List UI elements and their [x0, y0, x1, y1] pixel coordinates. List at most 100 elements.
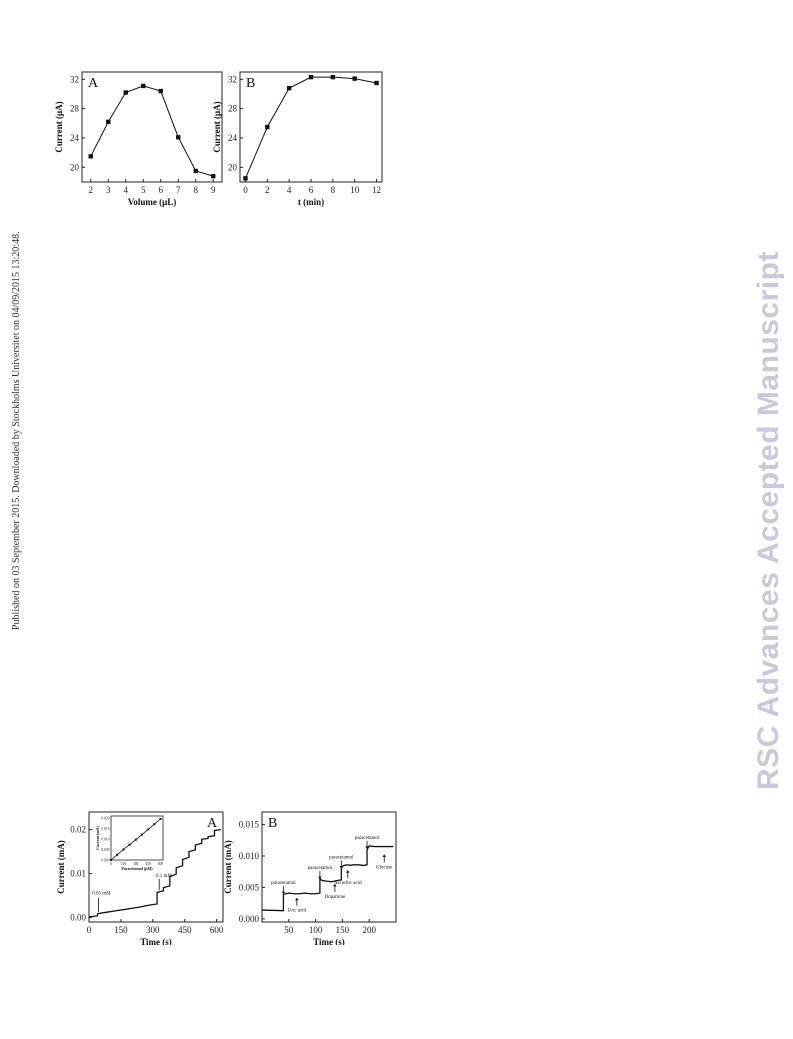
inset-data-point	[128, 843, 131, 846]
x-axis-label: Volume (μL)	[128, 197, 177, 207]
annotation-label: Dopamine	[324, 895, 346, 900]
x-tick-label: 4	[124, 185, 129, 195]
y-tick-label: 20	[228, 162, 238, 172]
x-tick-label: 0	[243, 185, 248, 195]
inset-data-point	[153, 823, 156, 826]
x-tick-label: 0	[87, 925, 92, 935]
annotation-arrowhead	[318, 876, 322, 880]
annotation-label: Ascorbic acid	[334, 881, 362, 886]
figure-paracetamol-amperometry: 0 150 300 450 600 0.00 0.01 0.02 Time (s) Current…	[56, 811, 224, 945]
annotation-label: paracetamol	[271, 881, 296, 886]
series-line	[261, 845, 394, 912]
inset-data-point	[147, 828, 150, 831]
inset-y-tick-label: 0.000	[101, 858, 109, 862]
x-tick-label: 9	[211, 185, 216, 195]
inset-data-point	[159, 817, 162, 820]
inset-data-point	[122, 848, 125, 851]
y-tick-label: 32	[70, 74, 79, 84]
x-tick-label: 7	[176, 185, 181, 195]
annotation-arrowhead	[339, 865, 344, 869]
inset-data-point	[110, 859, 112, 861]
panel-letter: B	[246, 76, 255, 91]
annotation-arrowhead	[365, 846, 369, 849]
x-tick-label: 300	[146, 925, 160, 935]
y-tick-label: 0.02	[70, 825, 86, 835]
x-axis-label: t (min)	[298, 197, 324, 207]
inset-data-point	[134, 838, 137, 841]
x-tick-label: 150	[336, 925, 350, 935]
publication-side-note-text: Published on 03 September 2015. Download…	[11, 231, 22, 630]
x-tick-label: 8	[331, 185, 336, 195]
publication-side-note: Published on 03 September 2015. Download…	[11, 200, 25, 630]
data-point	[106, 119, 111, 125]
inset-x-tick-label: 300	[133, 862, 139, 866]
series-line	[90, 85, 214, 177]
x-tick-label: 200	[362, 925, 376, 935]
y-axis-label: Current (μA)	[212, 101, 222, 152]
data-point	[330, 74, 336, 80]
x-tick-label: 5	[141, 185, 146, 195]
x-axis-label: Time (s)	[313, 937, 345, 945]
x-tick-label: 10	[350, 185, 360, 195]
annotation-label: 0.05 mM	[92, 892, 111, 897]
y-tick-label: 32	[228, 74, 237, 84]
series-line	[88, 828, 221, 918]
x-axis-label: Time (s)	[140, 937, 172, 945]
inset-y-tick-label: 0.020	[101, 816, 109, 820]
inset-x-axis-label: Paracetamol (μM)	[121, 866, 153, 871]
y-tick-label: 0.000	[239, 914, 260, 924]
annotation-label: paracetamol	[329, 855, 354, 860]
inset-x-tick-label: 0	[110, 862, 112, 866]
y-tick-label: 24	[70, 133, 80, 143]
panel-letter: A	[88, 76, 99, 91]
x-tick-label: 100	[309, 925, 323, 935]
y-tick-label: 0.01	[70, 869, 86, 879]
annotation-label: Uric acid	[288, 909, 307, 914]
x-tick-label: 6	[309, 185, 314, 195]
data-point	[141, 83, 146, 89]
x-tick-label: 3	[106, 185, 111, 195]
panel-letter: B	[268, 816, 277, 831]
data-point	[158, 88, 163, 94]
inset-y-axis-label: Current (mA)	[95, 825, 100, 849]
y-axis-label: Current (mA)	[56, 840, 66, 894]
plot-frame	[261, 811, 397, 923]
data-point	[308, 74, 314, 80]
inset-x-tick-label: 150	[121, 862, 127, 866]
data-point	[265, 124, 270, 130]
y-axis-label: Current (μA)	[54, 101, 64, 152]
x-tick-label: 4	[287, 185, 292, 195]
inset-x-tick-label: 600	[158, 862, 164, 866]
y-tick-label: 24	[228, 133, 238, 143]
y-axis-label: Current (mA)	[223, 840, 233, 894]
y-tick-label: 0.010	[239, 851, 260, 861]
y-tick-label: 28	[70, 104, 80, 114]
x-tick-label: 2	[89, 185, 94, 195]
plot-frame	[81, 71, 223, 183]
y-tick-label: 20	[70, 162, 80, 172]
x-tick-label: 450	[178, 925, 192, 935]
journal-watermark-text: RSC Advances Accepted Manuscript	[752, 251, 785, 790]
inset-x-tick-label: 450	[145, 862, 151, 866]
annotation-arrowhead	[281, 891, 286, 895]
annotation-label: Glucose	[376, 865, 393, 870]
panel-letter: A	[207, 816, 218, 831]
annotation-label: 0.1 mM	[156, 874, 172, 879]
inset-data-point	[116, 853, 119, 856]
data-point	[176, 135, 181, 140]
x-tick-label: 150	[114, 925, 128, 935]
annotation-label: paracetamol	[355, 836, 380, 841]
y-tick-label: 0.005	[239, 882, 260, 892]
data-point	[123, 90, 128, 95]
figure-volume-current: 2 3 4 5 6 7 8 9 20 24 28 32 Volume (μL) Current (μA) A	[54, 71, 223, 207]
data-point	[286, 85, 292, 91]
data-point	[88, 154, 93, 159]
x-tick-label: 2	[265, 185, 270, 195]
annotation-arrowhead	[295, 897, 299, 901]
data-point	[374, 80, 379, 86]
inset-y-tick-label: 0.010	[101, 837, 109, 841]
inset-data-point	[140, 833, 143, 836]
annotation-arrowhead	[345, 870, 350, 873]
data-point	[211, 173, 216, 179]
